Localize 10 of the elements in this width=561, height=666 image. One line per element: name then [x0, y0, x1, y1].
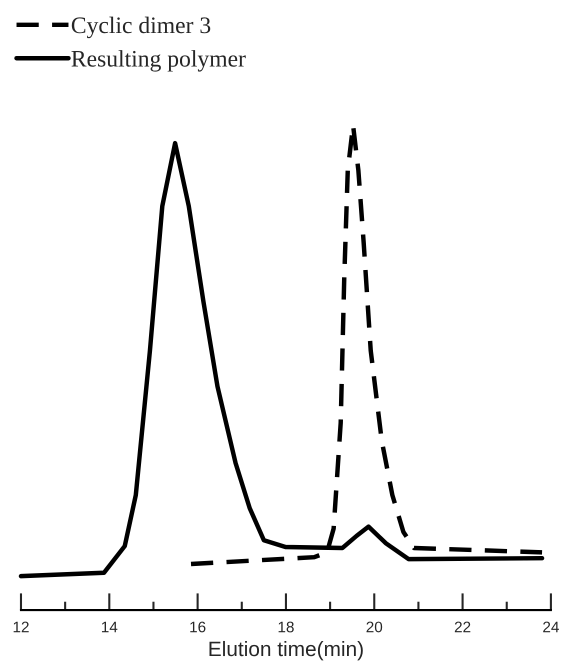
x-tick-label: 12	[14, 622, 29, 632]
x-tick-label: 16	[190, 622, 206, 632]
x-axis-title: Elution time(min)	[210, 640, 363, 660]
x-tick-label: 14	[102, 622, 118, 632]
x-tick-label: 24	[543, 622, 559, 632]
x-tick-label: 20	[366, 622, 382, 632]
x-tick-label: 22	[454, 622, 470, 632]
legend-label: Cyclic dimer 3	[72, 16, 210, 38]
legend-label: Resulting polymer	[72, 50, 246, 72]
x-tick-label: 18	[278, 622, 294, 632]
